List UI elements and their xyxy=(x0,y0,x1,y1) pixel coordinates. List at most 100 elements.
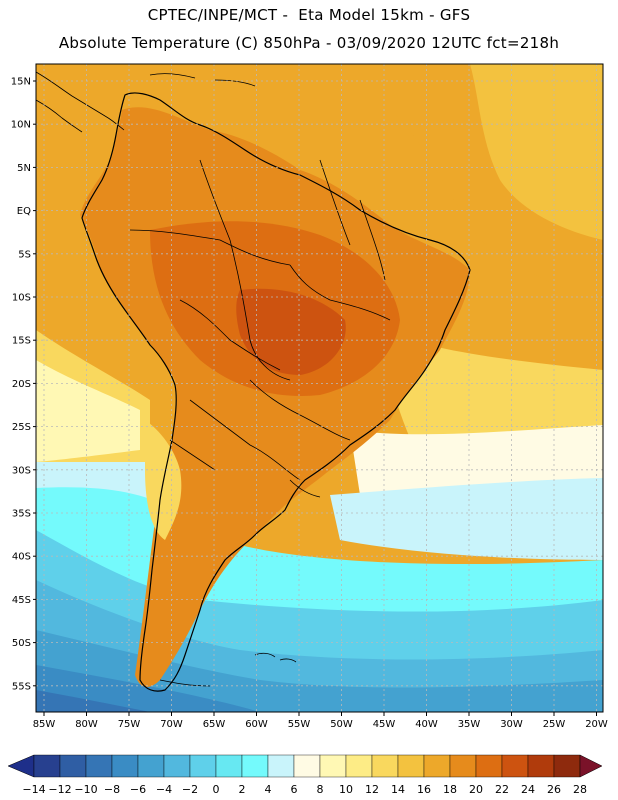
colorbar-segment xyxy=(371,754,399,778)
colorbar-arrow-low xyxy=(7,754,35,778)
colorbar-segment xyxy=(111,754,139,778)
lon-label: 75W xyxy=(118,719,141,730)
colorbar-label: 18 xyxy=(443,783,457,796)
lon-label: 35W xyxy=(458,719,481,730)
colorbar-label: 6 xyxy=(291,783,298,796)
field-northeast xyxy=(470,64,603,240)
border-line xyxy=(279,658,297,663)
colorbar-segment xyxy=(137,754,165,778)
temperature-field xyxy=(36,64,603,712)
colorbar-segment xyxy=(423,754,451,778)
border-line xyxy=(214,79,256,87)
colorbar-label: 22 xyxy=(495,783,509,796)
colorbar-label: 10 xyxy=(339,783,353,796)
colorbar-label: 16 xyxy=(417,783,431,796)
border-line xyxy=(289,264,391,321)
colorbar-label: 28 xyxy=(573,783,587,796)
colorbar-label: −12 xyxy=(48,783,71,796)
lon-label: 60W xyxy=(245,719,268,730)
border-line xyxy=(229,239,291,381)
lat-label: 55S xyxy=(12,681,31,692)
colorbar-label: 0 xyxy=(213,783,220,796)
colorbar-segment xyxy=(553,754,581,778)
field-north xyxy=(36,64,603,300)
border-line xyxy=(129,229,291,266)
border-line xyxy=(36,71,125,131)
lat-label: 5S xyxy=(18,249,31,260)
coastlines-and-borders xyxy=(36,71,471,692)
colorbar-segment xyxy=(241,754,269,778)
coastline-south-america xyxy=(81,92,471,692)
chart-subtitle: Absolute Temperature (C) 850hPa - 03/09/… xyxy=(58,34,560,52)
lat-label: 50S xyxy=(12,638,31,649)
lon-label: 25W xyxy=(543,719,566,730)
field-atlantic-pale xyxy=(350,425,603,495)
lat-label: 45S xyxy=(12,595,31,606)
lon-label: 65W xyxy=(203,719,226,730)
colorbar-segment xyxy=(527,754,555,778)
colorbar-label: 26 xyxy=(547,783,561,796)
border-line xyxy=(179,299,281,371)
field-pacific-mild xyxy=(36,360,140,462)
colorbar-segment xyxy=(475,754,503,778)
lat-label: 30S xyxy=(12,465,31,476)
colorbar-label: 14 xyxy=(391,783,405,796)
field-atlantic-subtropic xyxy=(380,330,603,460)
colorbar-segment xyxy=(345,754,373,778)
colorbar-label: 8 xyxy=(317,783,324,796)
border-line xyxy=(249,379,351,441)
colorbar-segment xyxy=(267,754,295,778)
field-continent-hottest xyxy=(236,288,346,375)
colorbar-label: 2 xyxy=(239,783,246,796)
colorbar-label: 12 xyxy=(365,783,379,796)
longitude-labels: 85W 80W 75W 70W 65W 60W 55W 50W 45W 40W 35W 30W 25W 2… xyxy=(33,712,608,730)
lon-label: 80W xyxy=(75,719,98,730)
colorbar xyxy=(7,754,603,778)
lon-label: 50W xyxy=(330,719,353,730)
border-line xyxy=(189,399,301,481)
lat-label: 35S xyxy=(12,509,31,520)
border-line xyxy=(359,199,386,281)
border-line xyxy=(289,479,321,498)
colorbar-label: −10 xyxy=(74,783,97,796)
colorbar-segment xyxy=(163,754,191,778)
lat-label: 10N xyxy=(11,120,31,131)
border-line xyxy=(199,159,231,241)
map-frame xyxy=(35,63,604,713)
colorbar-label: −4 xyxy=(156,783,172,796)
colorbar-segment xyxy=(59,754,87,778)
lat-label: 20S xyxy=(12,379,31,390)
lon-label: 45W xyxy=(373,719,396,730)
lon-label: 30W xyxy=(500,719,523,730)
colorbar-segment xyxy=(501,754,529,778)
border-line xyxy=(159,679,211,687)
colorbar-label: 4 xyxy=(265,783,272,796)
lon-label: 85W xyxy=(33,719,56,730)
lon-label: 40W xyxy=(415,719,438,730)
border-line xyxy=(149,73,196,79)
border-line xyxy=(169,439,216,471)
colorbar-labels: −14 −12 −10 −8 −6 −4 −2 0 2 4 6 8 10 12 14 16 18 20 22 24 26… xyxy=(22,783,587,796)
field-south-blue2 xyxy=(36,630,603,712)
lat-lon-grid xyxy=(36,64,603,712)
colorbar-segment xyxy=(319,754,347,778)
colorbar-segment xyxy=(449,754,477,778)
lat-label: 15N xyxy=(11,77,31,88)
lon-label: 55W xyxy=(288,719,311,730)
colorbar-label: 20 xyxy=(469,783,483,796)
colorbar-label: −8 xyxy=(104,783,120,796)
colorbar-arrow-high xyxy=(579,754,603,778)
field-south-blue4 xyxy=(36,690,150,712)
colorbar-label: −2 xyxy=(182,783,198,796)
lon-label: 20W xyxy=(585,719,608,730)
lat-label: EQ xyxy=(17,206,31,217)
colorbar-segment xyxy=(85,754,113,778)
latitude-labels: 15N 10N 5N EQ 5S 10S 15S 20S 25S 30S 35S 40S 45S 50S 5… xyxy=(11,77,36,692)
colorbar-label: 24 xyxy=(521,783,535,796)
lat-label: 25S xyxy=(12,422,31,433)
field-atlantic-cool xyxy=(330,478,603,560)
lat-label: 5N xyxy=(17,163,31,174)
colorbar-label: −14 xyxy=(22,783,45,796)
colorbar-segment xyxy=(189,754,217,778)
